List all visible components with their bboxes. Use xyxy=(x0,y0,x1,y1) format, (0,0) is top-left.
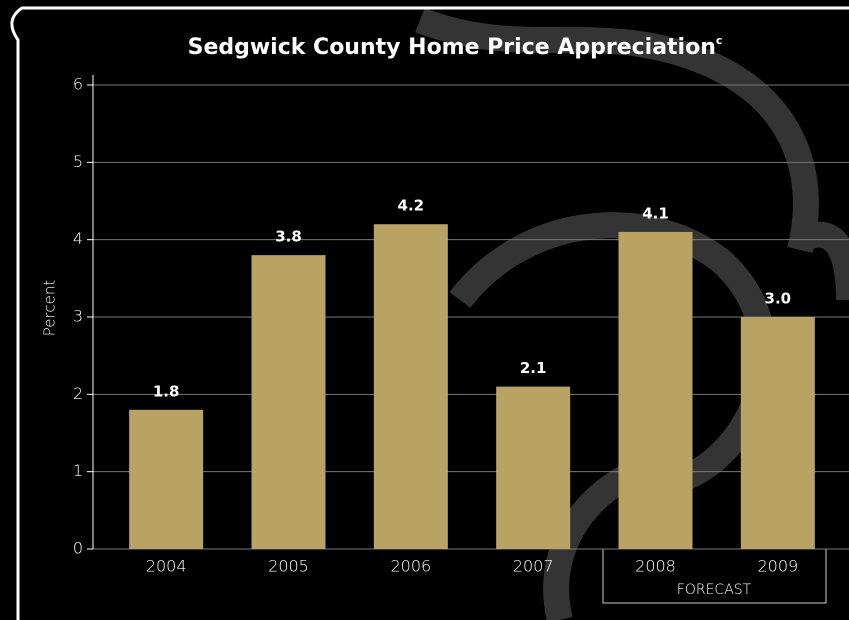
bar xyxy=(619,232,693,549)
y-tick-label: 2 xyxy=(73,384,83,403)
value-label: 4.2 xyxy=(398,197,425,215)
value-label: 3.8 xyxy=(275,228,302,246)
x-tick-label: 2006 xyxy=(390,557,431,576)
forecast-label: FORECAST xyxy=(677,582,752,598)
y-tick-label: 0 xyxy=(73,539,83,558)
value-label: 1.8 xyxy=(153,382,180,400)
y-tick-label: 5 xyxy=(73,152,83,171)
bar xyxy=(496,387,570,549)
title-text: Sedgwick County Home Price Appreciation xyxy=(188,35,716,60)
chart-title: Sedgwick County Home Price Appreciationc xyxy=(188,34,723,60)
x-tick-label: 2005 xyxy=(268,557,309,576)
x-tick-label: 2009 xyxy=(757,557,798,576)
x-tick-label: 2008 xyxy=(635,557,676,576)
y-tick-label: 4 xyxy=(73,229,83,248)
bar xyxy=(129,410,203,549)
chart: Sedgwick County Home Price Appreciationc… xyxy=(0,0,849,620)
bar xyxy=(252,255,326,549)
x-tick-label: 2004 xyxy=(146,557,187,576)
title-note: c xyxy=(716,34,723,47)
bar xyxy=(741,317,815,549)
y-axis-label: Percent xyxy=(41,280,59,337)
y-tick-label: 6 xyxy=(73,75,83,94)
page: Sedgwick County Home Price Appreciationc… xyxy=(0,0,849,620)
x-tick-label: 2007 xyxy=(513,557,554,576)
y-tick-label: 1 xyxy=(73,461,83,480)
y-tick-label: 3 xyxy=(73,307,83,326)
value-label: 2.1 xyxy=(520,359,547,377)
value-label: 4.1 xyxy=(642,204,669,222)
value-label: 3.0 xyxy=(765,290,792,308)
bar xyxy=(374,224,448,549)
